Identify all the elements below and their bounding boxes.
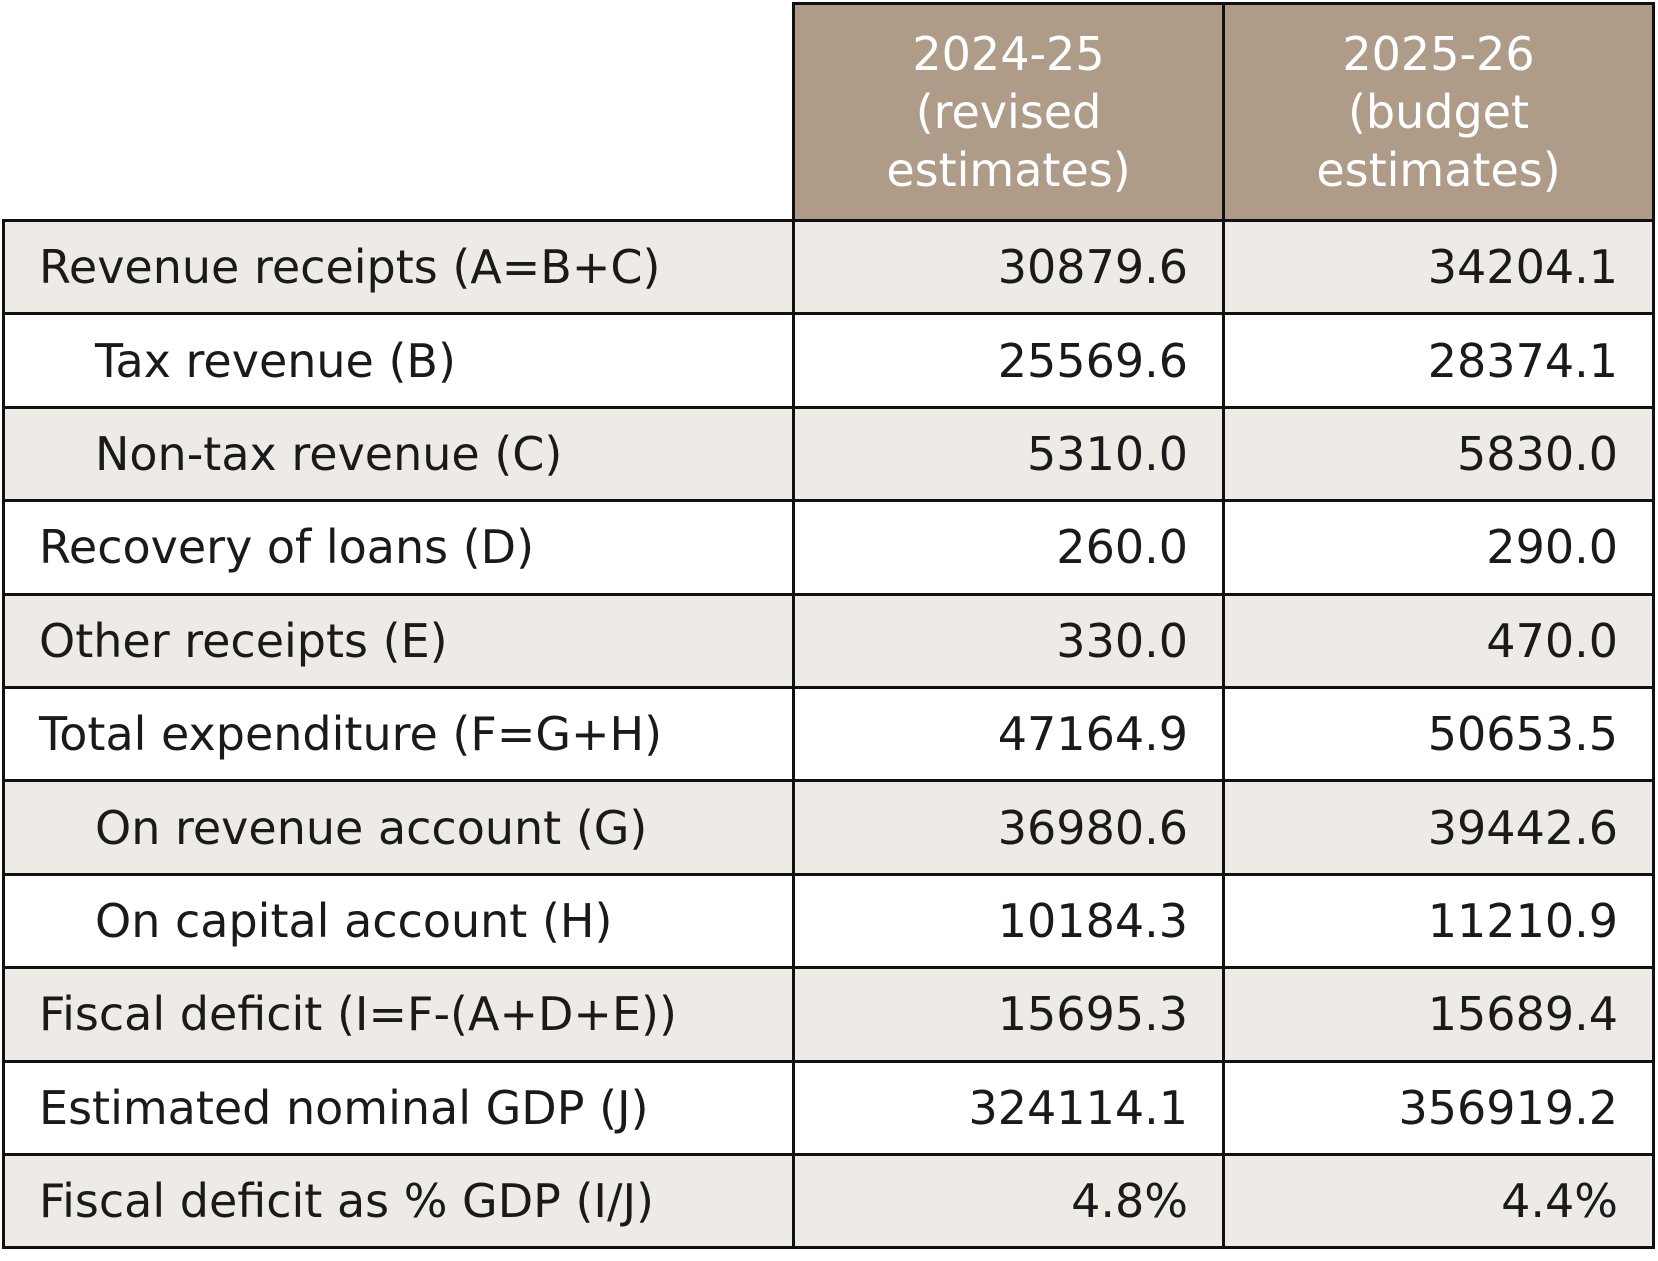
- row-value-2025-26: 39442.6: [1222, 779, 1655, 876]
- row-value-2025-26: 11210.9: [1222, 872, 1655, 970]
- table-row: Recovery of loans (D) 260.0 290.0: [2, 499, 1655, 596]
- row-label: Other receipts (E): [2, 592, 795, 689]
- table-row: On capital account (H) 10184.3 11210.9: [2, 872, 1655, 970]
- row-label: Fiscal deficit as % GDP (I/J): [2, 1152, 795, 1250]
- table-row: Tax revenue (B) 25569.6 28374.1: [2, 312, 1655, 409]
- row-value-2024-25: 330.0: [792, 592, 1225, 689]
- row-value-2024-25: 10184.3: [792, 872, 1225, 970]
- header-2025-26: 2025-26 (budget estimates): [1222, 2, 1655, 222]
- row-label: Tax revenue (B): [2, 312, 795, 409]
- table-row: Revenue receipts (A=B+C) 30879.6 34204.1: [2, 218, 1655, 316]
- row-label: Estimated nominal GDP (J): [2, 1059, 795, 1156]
- row-value-2025-26: 290.0: [1222, 499, 1655, 596]
- row-label: Non-tax revenue (C): [2, 405, 795, 503]
- row-label: Total expenditure (F=G+H): [2, 685, 795, 783]
- row-label: Revenue receipts (A=B+C): [2, 218, 795, 316]
- header-2025-26-line2: (budget: [1347, 85, 1530, 139]
- header-blank-cell: [3, 3, 795, 221]
- table-row: Estimated nominal GDP (J) 324114.1 35691…: [2, 1059, 1655, 1156]
- row-label: On capital account (H): [2, 872, 795, 970]
- row-value-2024-25: 260.0: [792, 499, 1225, 596]
- header-2024-25-line1: 2024-25: [912, 27, 1105, 81]
- table-header: 2024-25 (revised estimates) 2025-26 (bud…: [3, 2, 1655, 222]
- table-row: On revenue account (G) 36980.6 39442.6: [2, 779, 1655, 876]
- row-label: Fiscal deficit (I=F-(A+D+E)): [2, 966, 795, 1063]
- row-label: On revenue account (G): [2, 779, 795, 876]
- header-2025-26-line1: 2025-26: [1342, 27, 1535, 81]
- row-value-2025-26: 50653.5: [1222, 685, 1655, 783]
- header-2025-26-line3: estimates): [1316, 143, 1561, 197]
- table-body: Revenue receipts (A=B+C) 30879.6 34204.1…: [2, 218, 1655, 1250]
- row-value-2024-25: 36980.6: [792, 779, 1225, 876]
- row-value-2025-26: 28374.1: [1222, 312, 1655, 409]
- table-row: Other receipts (E) 330.0 470.0: [2, 592, 1655, 689]
- row-value-2024-25: 25569.6: [792, 312, 1225, 409]
- table-row: Fiscal deficit as % GDP (I/J) 4.8% 4.4%: [2, 1152, 1655, 1250]
- header-row: 2024-25 (revised estimates) 2025-26 (bud…: [3, 2, 1655, 222]
- table-row: Fiscal deficit (I=F-(A+D+E)) 15695.3 156…: [2, 966, 1655, 1063]
- header-2024-25-line3: estimates): [886, 143, 1131, 197]
- row-value-2024-25: 47164.9: [792, 685, 1225, 783]
- row-value-2024-25: 4.8%: [792, 1152, 1225, 1250]
- row-value-2025-26: 470.0: [1222, 592, 1655, 689]
- row-value-2025-26: 4.4%: [1222, 1152, 1655, 1250]
- row-value-2024-25: 30879.6: [792, 218, 1225, 316]
- row-value-2024-25: 5310.0: [792, 405, 1225, 503]
- header-2024-25: 2024-25 (revised estimates): [792, 2, 1225, 222]
- header-2024-25-line2: (revised: [915, 85, 1102, 139]
- table-row: Non-tax revenue (C) 5310.0 5830.0: [2, 405, 1655, 503]
- row-value-2024-25: 324114.1: [792, 1059, 1225, 1156]
- row-value-2025-26: 15689.4: [1222, 966, 1655, 1063]
- row-value-2025-26: 5830.0: [1222, 405, 1655, 503]
- row-value-2024-25: 15695.3: [792, 966, 1225, 1063]
- row-label: Recovery of loans (D): [2, 499, 795, 596]
- row-value-2025-26: 34204.1: [1222, 218, 1655, 316]
- row-value-2025-26: 356919.2: [1222, 1059, 1655, 1156]
- table-row: Total expenditure (F=G+H) 47164.9 50653.…: [2, 685, 1655, 783]
